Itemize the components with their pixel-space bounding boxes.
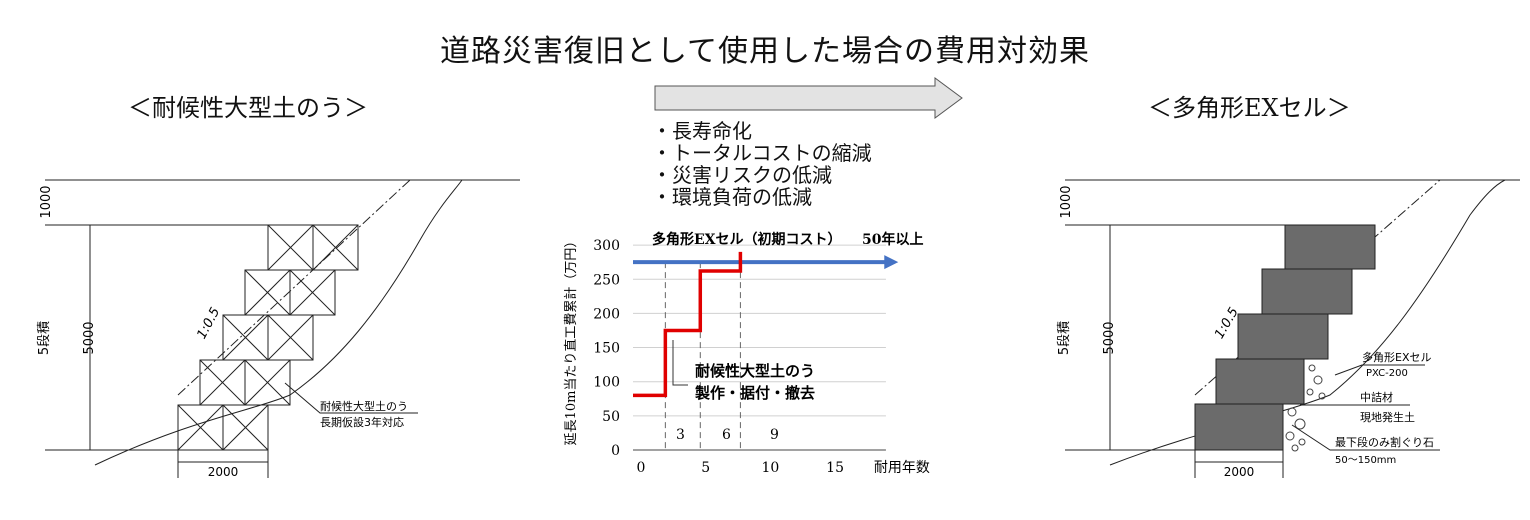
right-dim-height: 5000 [1102, 321, 1117, 354]
y-tick-label: 50 [602, 409, 620, 425]
process-arrow [654, 77, 963, 119]
period-label: 3 [676, 427, 685, 443]
left-dim-side: 5段積 [37, 321, 52, 355]
benefit-item: ・災害リスクの低減 [652, 163, 832, 187]
left-heading: ＜耐候性大型土のう＞ [128, 94, 368, 122]
series-arrowhead [884, 255, 899, 270]
ex-cell-stack [1194, 224, 1376, 451]
left-callout-1: 耐候性大型土のう [320, 399, 408, 413]
right-callout-3a: 最下段のみ割ぐり石 [1335, 435, 1434, 449]
right-heading: ＜多角形EXセル＞ [1148, 94, 1351, 122]
cost-chart: 0 50 100 150 200 250 300 0 5 10 15 耐用年数 延長10m当たり直工費累… [563, 231, 930, 476]
chart-callout-leader [672, 340, 688, 386]
left-dim-top: 1000 [39, 185, 54, 218]
right-callout-2b: 現地発生土 [1360, 410, 1415, 424]
gravel-fill [1285, 364, 1326, 452]
period-label: 9 [770, 427, 779, 443]
y-tick-label: 150 [593, 341, 620, 357]
y-tick-label: 100 [593, 375, 620, 391]
y-tick-label: 250 [593, 272, 620, 288]
series-line-sandbag [633, 251, 743, 398]
x-tick-label: 0 [637, 460, 646, 476]
left-dim-width: 2000 [208, 465, 239, 479]
right-drawing [1065, 179, 1520, 478]
right-dim-top: 1000 [1059, 185, 1074, 218]
y-tick-label: 0 [611, 443, 620, 459]
x-axis-label: 耐用年数 [874, 460, 930, 476]
y-tick-label: 300 [593, 238, 620, 254]
x-tick-label: 10 [761, 460, 779, 476]
right-dim-width: 2000 [1224, 465, 1255, 479]
right-slope: 1:0.5 [1212, 305, 1242, 341]
right-callout-2a: 中詰材 [1360, 390, 1393, 404]
sandbag-stack [177, 224, 359, 451]
x-tick-label: 5 [701, 460, 710, 476]
benefit-item: ・長寿命化 [652, 119, 752, 143]
left-callout-2: 長期仮設3年対応 [320, 415, 404, 429]
left-dim-height: 5000 [82, 321, 97, 354]
right-callout-1a: 多角形EXセル [1362, 350, 1432, 364]
period-label: 6 [722, 427, 731, 443]
benefit-list: ・長寿命化 ・トータルコストの縮減 ・災害リスクの低減 ・環境負荷の低減 [652, 120, 872, 208]
left-drawing [45, 179, 520, 478]
benefit-item: ・環境負荷の低減 [652, 185, 812, 209]
x-tick-label: 15 [826, 460, 844, 476]
page-title: 道路災害復旧として使用した場合の費用対効果 [439, 34, 1091, 69]
chart-callout-line1: 耐候性大型土のう [695, 362, 815, 380]
y-axis-label: 延長10m当たり直工費累計（万円） [563, 235, 579, 446]
right-callout-3b: 50～150mm [1335, 455, 1396, 466]
chart-callout-line2: 製作・据付・撤去 [694, 384, 815, 402]
benefit-item: ・トータルコストの縮減 [652, 141, 872, 165]
y-tick-label: 200 [593, 306, 620, 322]
chart-top-right-label: 50年以上 [862, 231, 923, 248]
right-dim-side: 5段積 [1057, 321, 1072, 355]
left-slope: 1:0.5 [194, 305, 223, 341]
chart-top-label: 多角形EXセル（初期コスト） [652, 231, 842, 248]
right-callout-1b: PXC-200 [1366, 368, 1408, 379]
